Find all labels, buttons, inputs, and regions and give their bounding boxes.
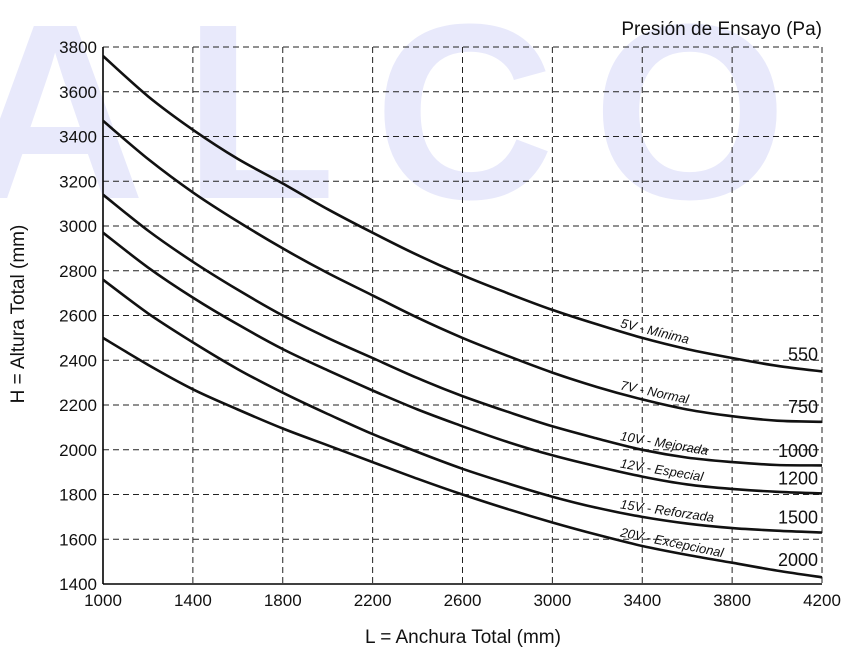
series-line	[102, 119, 823, 424]
series-line	[102, 336, 823, 579]
pressure-label: 750	[788, 397, 818, 417]
x-tick-label: 1400	[174, 591, 212, 610]
x-tick-label: 3800	[713, 591, 751, 610]
series-label: 20V - Excepcional	[618, 524, 726, 560]
y-tick-label: 3000	[59, 217, 97, 236]
x-tick-label: 2600	[444, 591, 482, 610]
pressure-label: 550	[788, 345, 818, 365]
chart-title: Presión de Ensayo (Pa)	[621, 19, 822, 40]
x-tick-label: 3400	[623, 591, 661, 610]
y-axis-title: H = Altura Total (mm)	[8, 225, 29, 404]
series-line	[102, 231, 823, 495]
y-tick-label: 2400	[59, 351, 97, 370]
y-tick-label: 2000	[59, 441, 97, 460]
pressure-label: 1500	[778, 508, 818, 528]
x-tick-label: 2200	[354, 591, 392, 610]
x-tick-label: 3000	[533, 591, 571, 610]
y-tick-label: 2800	[59, 262, 97, 281]
x-tick-labels: 1000 1400 1800 2200 2600 3000 3400 3800 4200	[84, 591, 841, 610]
x-axis-title: L = Anchura Total (mm)	[365, 627, 561, 648]
y-tick-labels: 1400 1600 1800 2000 2200 2400 2600 2800 3000 3200…	[59, 38, 97, 594]
y-tick-label: 3800	[59, 38, 97, 57]
series-line	[102, 193, 823, 467]
axes	[102, 47, 822, 585]
x-tick-label: 1800	[264, 591, 302, 610]
y-tick-label: 1400	[59, 575, 97, 594]
series-line	[102, 278, 823, 534]
y-tick-label: 2200	[59, 396, 97, 415]
pressure-label: 2000	[778, 550, 818, 570]
pressure-label: 1200	[778, 469, 818, 489]
x-tick-label: 4200	[803, 591, 841, 610]
y-tick-label: 3200	[59, 172, 97, 191]
x-tick-label: 1000	[84, 591, 122, 610]
pressure-labels: 550 750 1000 1200 1500 2000	[778, 345, 818, 570]
y-tick-label: 1800	[59, 486, 97, 505]
series-lines	[102, 55, 823, 579]
y-tick-label: 3600	[59, 83, 97, 102]
watermark-text: ALCO	[0, 0, 825, 251]
series-line	[102, 55, 823, 373]
y-tick-label: 3400	[59, 128, 97, 147]
pressure-label: 1000	[778, 441, 818, 461]
y-tick-label: 2600	[59, 307, 97, 326]
y-tick-label: 1600	[59, 530, 97, 549]
